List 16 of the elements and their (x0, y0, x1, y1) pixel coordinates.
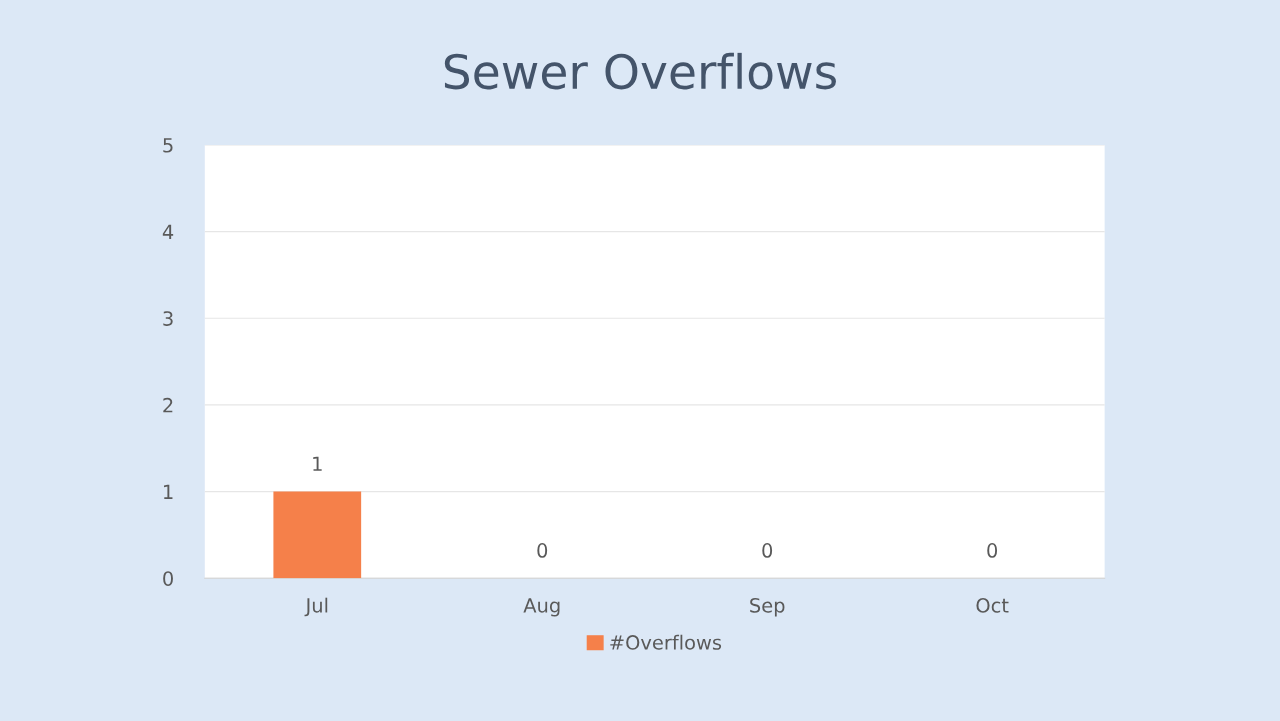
y-tick-label: 5 (163, 138, 173, 153)
legend-label: #Overflows (610, 634, 722, 650)
y-tick-label: 0 (163, 571, 173, 586)
x-tick-label: Oct (976, 598, 1009, 613)
data-label: 1 (313, 456, 322, 471)
x-tick-label: Jul (304, 597, 328, 617)
y-tick-label: 2 (163, 397, 173, 413)
data-label: 0 (762, 543, 773, 558)
y-tick-label: 4 (162, 224, 174, 239)
x-tick-label: Aug (523, 598, 560, 617)
data-label: 0 (537, 543, 548, 558)
x-tick-label: Sep (750, 598, 785, 617)
y-tick-label: 3 (163, 311, 173, 326)
data-label: 0 (987, 543, 998, 558)
y-tick-label: 1 (164, 484, 173, 499)
chart-title: Sewer Overflows (444, 52, 836, 90)
